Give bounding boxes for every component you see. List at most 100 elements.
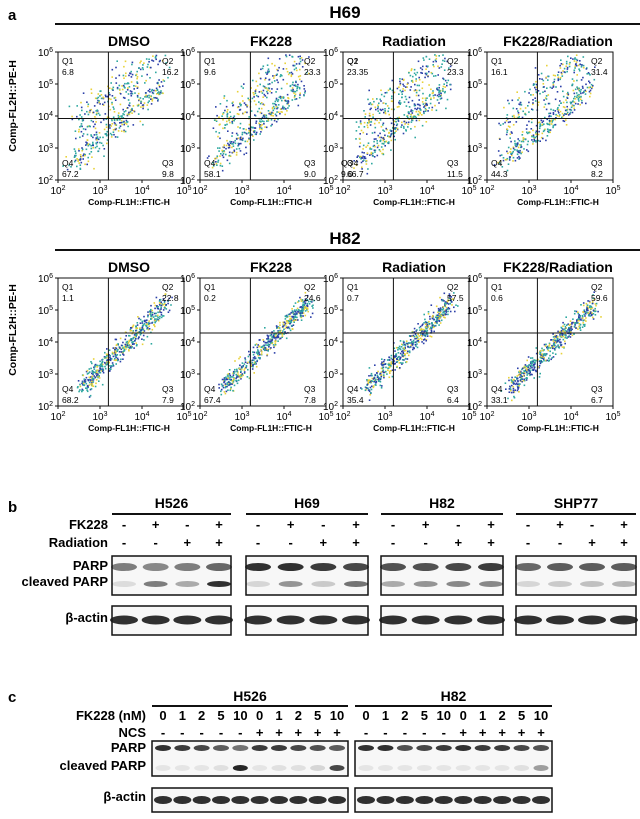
scatter-point	[86, 387, 88, 389]
scatter-point	[424, 335, 427, 338]
scatter-point	[542, 79, 545, 82]
scatter-point	[563, 71, 566, 73]
actin-band	[212, 796, 230, 804]
scatter-point	[110, 366, 112, 369]
scatter-point	[232, 377, 235, 380]
scatter-point	[150, 343, 153, 345]
scatter-point	[574, 324, 576, 326]
scatter-point	[513, 383, 515, 385]
scatter-point	[530, 364, 532, 366]
scatter-point	[370, 372, 373, 375]
scatter-point	[591, 313, 593, 315]
scatter-point	[368, 121, 371, 123]
actin-band	[473, 796, 492, 804]
scatter-point	[104, 361, 106, 364]
actin-band	[610, 615, 638, 625]
scatter-point	[122, 353, 124, 355]
scatter-point	[119, 347, 121, 349]
scatter-point	[504, 158, 507, 161]
scatter-point	[164, 299, 166, 302]
scatter-point	[500, 154, 503, 156]
fk228-sign: -	[122, 517, 126, 532]
scatter-point	[537, 104, 539, 106]
scatter-point	[94, 146, 97, 149]
scatter-point	[271, 341, 274, 344]
scatter-point	[393, 108, 395, 111]
scatter-point	[413, 115, 415, 118]
parp-band	[142, 563, 169, 571]
scatter-point	[78, 390, 80, 393]
scatter-point	[512, 150, 514, 153]
scatter-point	[306, 302, 309, 305]
scatter-point	[425, 321, 427, 324]
scatter-point	[391, 361, 393, 363]
scatter-point	[85, 144, 87, 146]
scatter-point	[556, 341, 558, 343]
quadrant-q1-value: 0.7	[347, 293, 359, 303]
cleaved-parp-band	[112, 581, 136, 587]
scatter-point	[218, 150, 220, 152]
scatter-point	[564, 328, 566, 330]
x-tick-label: 104	[276, 411, 291, 423]
scatter-point	[537, 90, 540, 92]
scatter-point	[373, 100, 375, 103]
scatter-point	[143, 330, 146, 332]
scatter-point	[425, 326, 427, 328]
scatter-point	[117, 116, 120, 119]
scatter-point	[375, 108, 377, 111]
scatter-point	[147, 322, 150, 324]
scatter-point	[262, 89, 265, 92]
scatter-point	[123, 123, 125, 126]
scatter-point	[224, 379, 226, 381]
scatter-point	[136, 81, 138, 83]
scatter-point	[123, 130, 125, 133]
scatter-point	[585, 317, 587, 319]
scatter-point	[425, 333, 428, 335]
scatter-point	[380, 375, 383, 378]
actin-band	[270, 796, 288, 804]
scatter-point	[412, 346, 415, 349]
scatter-point	[527, 366, 529, 368]
scatter-point	[406, 83, 409, 85]
scatter-point	[130, 76, 133, 78]
actin-band	[434, 796, 453, 804]
scatter-point	[436, 317, 438, 319]
scatter-point	[579, 329, 582, 331]
scatter-point	[116, 60, 118, 62]
y-tick-label: 106	[467, 273, 482, 285]
scatter-point	[582, 92, 584, 94]
scatter-point	[563, 323, 566, 326]
scatter-point	[440, 314, 443, 317]
scatter-point	[259, 124, 262, 126]
scatter-point	[237, 142, 240, 145]
blot-panel-b: H526--+--+++H69--+--+++H82--+--+++SHP77-…	[110, 495, 638, 636]
cleaved-parp-band	[612, 581, 636, 587]
scatter-point	[402, 352, 404, 355]
scatter-point	[277, 326, 280, 328]
scatter-point	[575, 327, 577, 329]
scatter-point	[103, 101, 106, 104]
scatter-point	[260, 349, 262, 351]
scatter-point	[154, 304, 157, 307]
scatter-point	[253, 139, 255, 141]
scatter-point	[444, 301, 447, 303]
scatter-point	[509, 156, 511, 158]
scatter-point	[243, 363, 246, 365]
scatter-point	[558, 331, 561, 334]
scatter-point	[572, 318, 574, 320]
scatter-point	[566, 93, 568, 95]
scatter-point	[128, 113, 131, 116]
scatter-point	[219, 155, 221, 157]
scatter-point	[542, 137, 544, 140]
dose-label: 5	[421, 708, 428, 723]
scatter-point	[245, 146, 247, 149]
scatter-point	[167, 311, 170, 313]
scatter-point	[96, 97, 98, 100]
scatter-point	[155, 87, 158, 90]
scatter-point	[115, 354, 118, 357]
scatter-point	[170, 304, 172, 306]
scatter-point	[126, 113, 129, 116]
scatter-point	[543, 123, 545, 125]
scatter-point	[582, 76, 584, 79]
scatter-point	[421, 333, 424, 335]
